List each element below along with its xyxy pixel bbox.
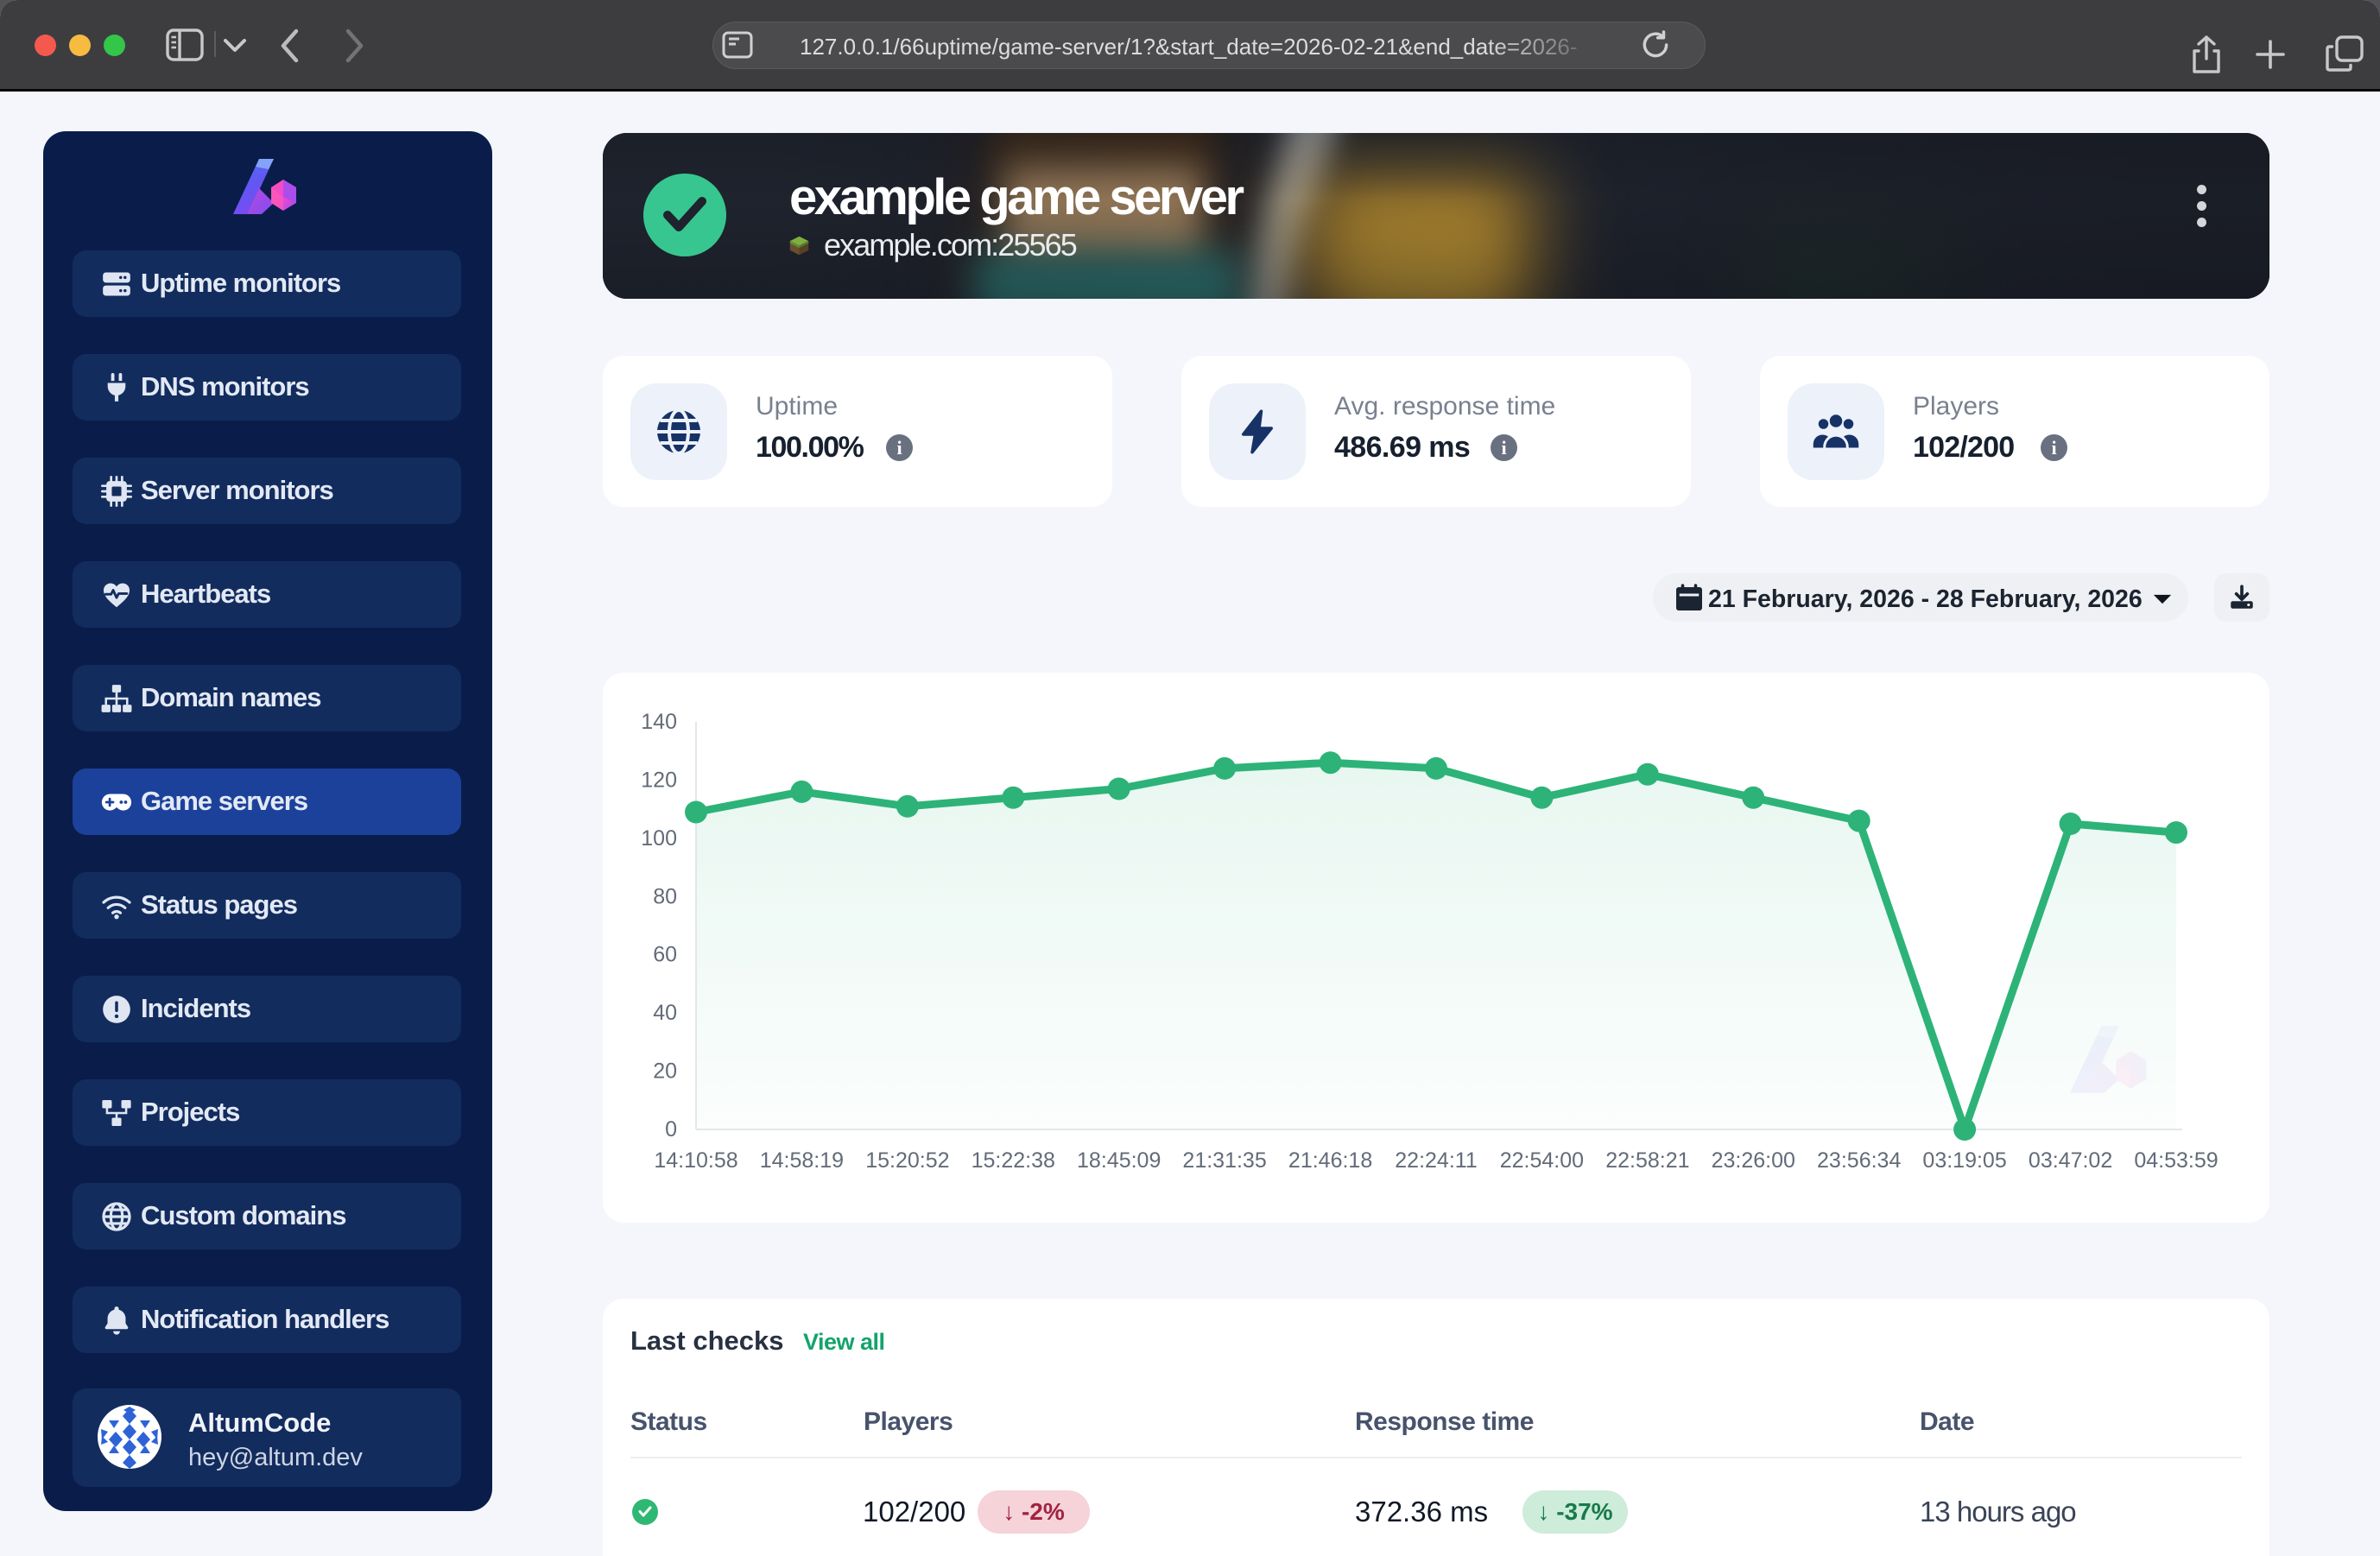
svg-text:23:26:00: 23:26:00	[1712, 1148, 1795, 1173]
svg-text:21:31:35: 21:31:35	[1182, 1148, 1266, 1173]
svg-text:21:46:18: 21:46:18	[1288, 1148, 1372, 1173]
svg-text:03:19:05: 03:19:05	[1922, 1148, 2006, 1173]
svg-text:23:56:34: 23:56:34	[1817, 1148, 1901, 1173]
svg-text:18:45:09: 18:45:09	[1077, 1148, 1161, 1173]
svg-text:03:47:02: 03:47:02	[2029, 1148, 2112, 1173]
svg-text:15:20:52: 15:20:52	[865, 1148, 949, 1173]
svg-text:60: 60	[653, 943, 677, 967]
svg-text:14:58:19: 14:58:19	[760, 1148, 844, 1173]
svg-text:80: 80	[653, 884, 677, 908]
svg-text:100: 100	[641, 826, 677, 851]
svg-text:22:24:11: 22:24:11	[1395, 1148, 1477, 1173]
svg-text:120: 120	[641, 768, 677, 792]
svg-text:14:10:58: 14:10:58	[654, 1148, 737, 1173]
svg-text:0: 0	[665, 1117, 677, 1142]
svg-text:22:54:00: 22:54:00	[1500, 1148, 1584, 1173]
svg-text:15:22:38: 15:22:38	[972, 1148, 1055, 1173]
svg-text:04:53:59: 04:53:59	[2134, 1148, 2218, 1173]
svg-text:140: 140	[641, 710, 677, 734]
svg-text:22:58:21: 22:58:21	[1605, 1148, 1689, 1173]
svg-text:40: 40	[653, 1001, 677, 1025]
svg-text:20: 20	[653, 1059, 677, 1084]
